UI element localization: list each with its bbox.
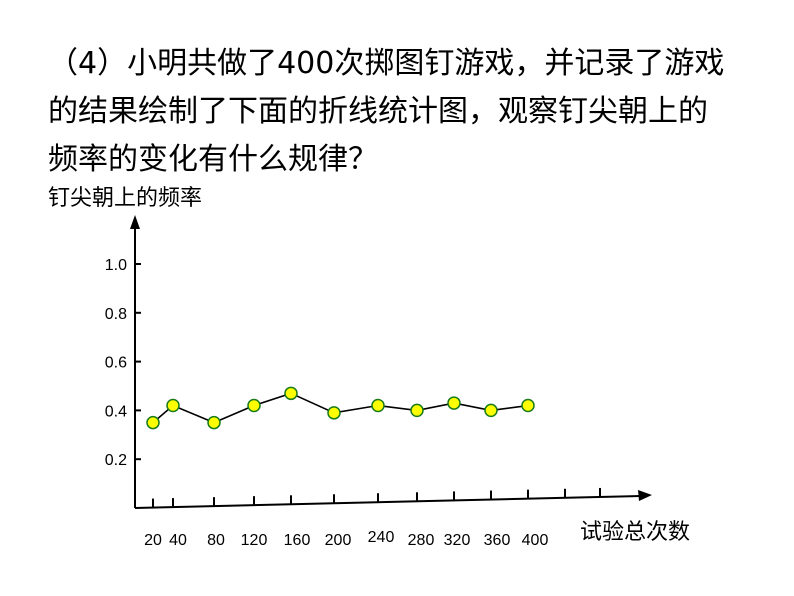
x-tick-label: 320 <box>444 532 471 549</box>
y-tick-label: 0.6 <box>105 355 127 372</box>
x-axis <box>134 495 641 509</box>
x-tick-label: 80 <box>207 532 225 549</box>
y-tick-label: 1.0 <box>105 257 127 274</box>
x-tick-label: 240 <box>368 529 395 546</box>
data-point <box>207 415 221 430</box>
question-text: （4）小明共做了400次掷图钉游戏，并记录了游戏 的结果绘制了下面的折线统计图，… <box>48 40 768 184</box>
y-tick-label: 0.4 <box>105 403 127 420</box>
y-axis-arrow <box>130 215 140 229</box>
data-point <box>484 403 498 418</box>
x-tick-label: 200 <box>325 532 352 549</box>
data-point <box>284 386 298 401</box>
y-axis-label: 钉尖朝上的频率 <box>48 186 203 211</box>
x-tick-label: 40 <box>169 532 187 549</box>
x-tick-label: 20 <box>144 532 162 549</box>
data-point <box>410 403 424 418</box>
x-tick-label: 160 <box>284 532 311 549</box>
data-point <box>447 396 461 410</box>
x-tick-label: 280 <box>408 532 435 549</box>
data-point <box>146 415 160 430</box>
question-line-2: 的结果绘制了下面的折线统计图，观察钉尖朝上的 <box>48 94 708 129</box>
y-tick-label: 0.8 <box>105 306 127 323</box>
x-axis-label: 试验总次数 <box>580 520 691 545</box>
y-tick-label: 0.2 <box>105 452 127 469</box>
x-tick-label: 360 <box>484 532 511 549</box>
data-point <box>521 398 535 413</box>
question-line-1: （4）小明共做了400次掷图钉游戏，并记录了游戏 <box>48 46 725 81</box>
x-tick-label: 120 <box>241 532 268 549</box>
data-point <box>327 406 341 420</box>
x-axis-arrow <box>638 490 652 501</box>
data-point <box>247 398 261 413</box>
data-point <box>166 398 180 413</box>
x-tick-label: 400 <box>522 532 549 549</box>
data-point <box>371 398 385 413</box>
question-line-3: 频率的变化有什么规律？ <box>48 142 378 177</box>
